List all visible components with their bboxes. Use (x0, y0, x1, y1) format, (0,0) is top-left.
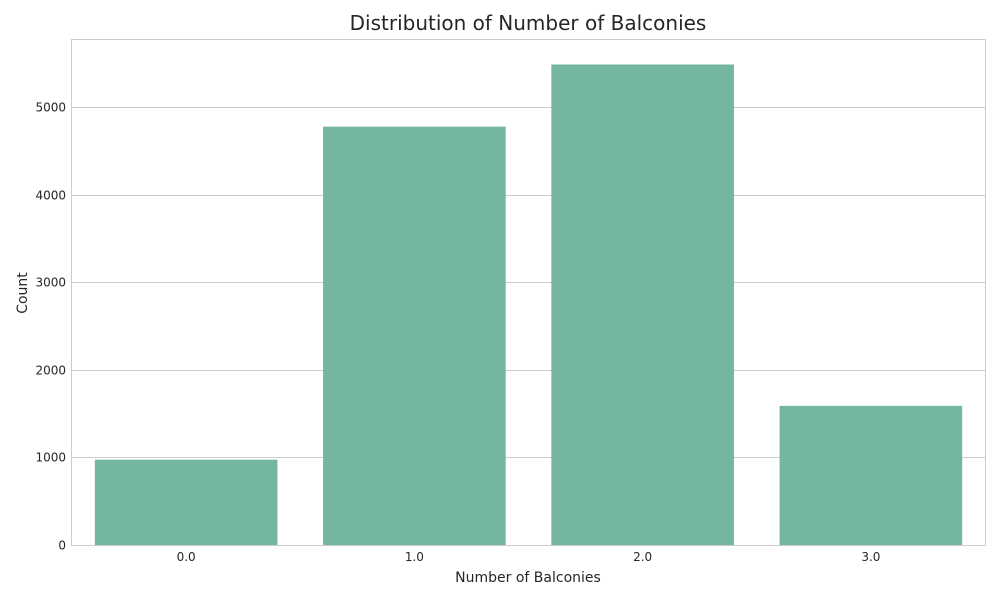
bar-3-0 (779, 405, 963, 545)
y-tick-label: 4000 (35, 189, 66, 203)
bar-1-0 (323, 126, 506, 545)
bars (94, 64, 963, 545)
y-tick-label: 5000 (35, 101, 66, 115)
chart-title: Distribution of Number of Balconies (350, 11, 707, 35)
y-axis-ticks: 0 1000 2000 3000 4000 5000 (35, 101, 66, 553)
x-tick-label: 3.0 (861, 550, 880, 564)
y-tick-label: 2000 (35, 364, 66, 378)
y-axis-label: Count (15, 272, 31, 314)
x-axis-label: Number of Balconies (455, 570, 601, 586)
x-tick-label: 0.0 (177, 550, 196, 564)
bar-2-0 (551, 64, 734, 545)
grid (72, 107, 985, 458)
plot-frame (71, 39, 986, 546)
y-tick-label: 3000 (35, 276, 66, 290)
bar-0-0 (94, 459, 278, 545)
x-axis-ticks: 0.0 1.0 2.0 3.0 (177, 550, 881, 564)
y-tick-label: 0 (58, 539, 66, 553)
y-tick-label: 1000 (35, 451, 66, 465)
x-tick-label: 2.0 (633, 550, 652, 564)
x-tick-label: 1.0 (405, 550, 424, 564)
